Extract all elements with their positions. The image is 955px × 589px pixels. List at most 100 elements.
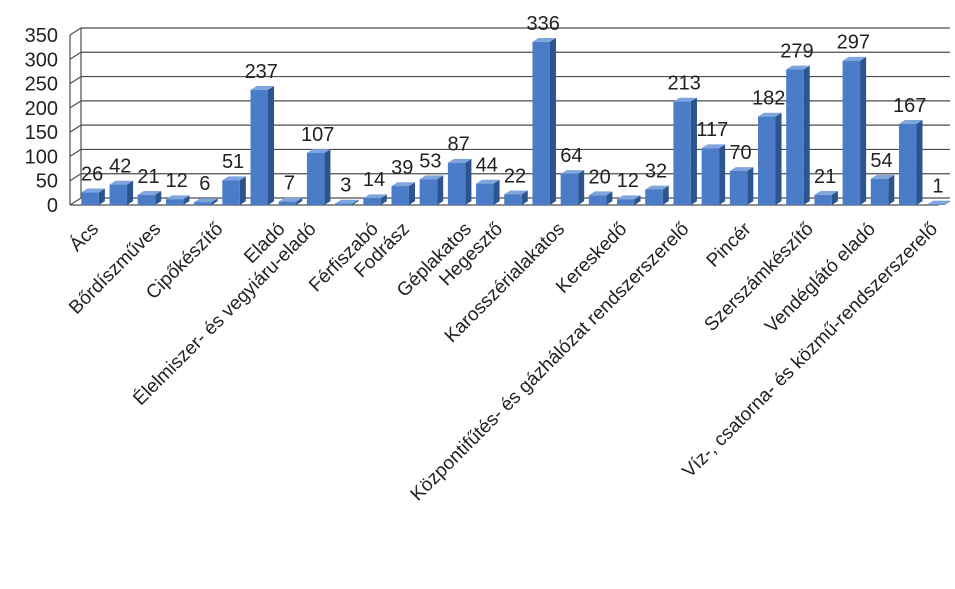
bar-top	[81, 188, 105, 193]
y-tick-label: 150	[25, 122, 58, 144]
data-label: 22	[504, 165, 526, 187]
bar-front	[814, 194, 832, 205]
bar-front	[419, 179, 438, 205]
bar-side	[578, 170, 585, 205]
y-tick-label: 200	[25, 98, 58, 120]
bar	[729, 167, 754, 205]
data-label: 117	[696, 119, 728, 141]
x-tick-label: Vendéglátó eladó	[761, 219, 880, 338]
bar-side	[437, 175, 444, 205]
bar	[701, 144, 726, 205]
data-label: 51	[222, 151, 244, 173]
bar-side	[803, 65, 810, 205]
bar-top	[165, 195, 190, 200]
bar-front	[476, 183, 494, 205]
bar-front	[81, 192, 99, 205]
bar-front	[165, 199, 184, 205]
data-label: 21	[137, 166, 159, 188]
data-label: 279	[780, 40, 813, 62]
bar-side	[296, 197, 303, 205]
y-tick-label: 350	[25, 25, 58, 47]
bar-side	[155, 190, 162, 205]
bar	[363, 194, 387, 205]
data-label: 87	[447, 134, 469, 156]
x-tick-label: Pincér	[703, 218, 756, 271]
bar-top	[504, 190, 528, 195]
bar-side	[634, 195, 641, 205]
data-label: 26	[81, 163, 103, 185]
bar	[532, 37, 556, 206]
bar-front	[363, 198, 381, 205]
data-label: 32	[645, 160, 667, 182]
bar-top	[222, 176, 246, 181]
data-label: 70	[729, 142, 751, 164]
bar-top	[476, 179, 500, 184]
bar-front	[532, 41, 550, 205]
bar	[814, 190, 838, 205]
bar-top	[532, 37, 556, 42]
bar-top	[306, 149, 331, 154]
bar-front	[222, 180, 240, 205]
bar	[617, 195, 641, 205]
bar-side	[662, 185, 669, 205]
bar-front	[588, 195, 607, 205]
data-label: 53	[419, 150, 441, 172]
bar-side	[380, 194, 387, 205]
bar-side	[719, 144, 726, 205]
bar	[504, 190, 528, 205]
bar-front	[278, 201, 297, 205]
gridline-side	[69, 100, 82, 109]
bar-front	[504, 194, 522, 205]
bar-front	[335, 203, 353, 205]
x-tick-label: Élelmiszer- és vegyiáru-eladó	[129, 219, 320, 410]
bar-front	[673, 101, 691, 205]
bar-top	[447, 158, 472, 163]
bar-front	[560, 173, 579, 205]
bar-side	[324, 149, 331, 205]
bar-side	[127, 180, 134, 205]
data-label: 182	[752, 88, 785, 110]
gridline-side	[69, 173, 82, 182]
bar-side	[775, 112, 782, 205]
bar-front	[137, 194, 156, 205]
bar	[419, 175, 444, 205]
bar-top	[363, 194, 387, 199]
bar-top	[335, 199, 359, 204]
data-label: 42	[109, 156, 131, 178]
bar-side	[211, 198, 218, 205]
bar-front	[729, 171, 748, 205]
data-label: 14	[363, 169, 385, 191]
bar-front	[701, 148, 720, 205]
data-label: 54	[870, 150, 892, 172]
bar-side	[521, 190, 528, 205]
bar	[137, 190, 162, 205]
bar-top	[278, 197, 303, 202]
bar	[250, 86, 275, 205]
data-label: 237	[245, 61, 278, 83]
bar	[870, 174, 895, 205]
data-label: 7	[284, 173, 295, 195]
data-label: 21	[814, 166, 836, 188]
bar-top	[758, 112, 782, 117]
bar-side	[606, 191, 613, 205]
bar-side	[267, 86, 275, 205]
data-label: 64	[560, 145, 582, 167]
data-label: 1	[932, 176, 943, 198]
bar-front	[447, 162, 466, 205]
bar	[476, 179, 500, 205]
bar-top	[842, 56, 867, 61]
bar	[758, 112, 782, 205]
data-label: 297	[837, 32, 870, 54]
bar-top	[137, 190, 162, 195]
bar	[447, 158, 472, 205]
data-label: 20	[588, 166, 610, 188]
bar-top	[673, 97, 697, 102]
bar-side	[944, 200, 951, 205]
bar	[194, 198, 218, 205]
bar-side	[408, 182, 416, 205]
bar-front	[786, 69, 804, 205]
bar-top	[729, 167, 754, 171]
bar	[165, 195, 190, 205]
gridline-side	[69, 197, 82, 206]
